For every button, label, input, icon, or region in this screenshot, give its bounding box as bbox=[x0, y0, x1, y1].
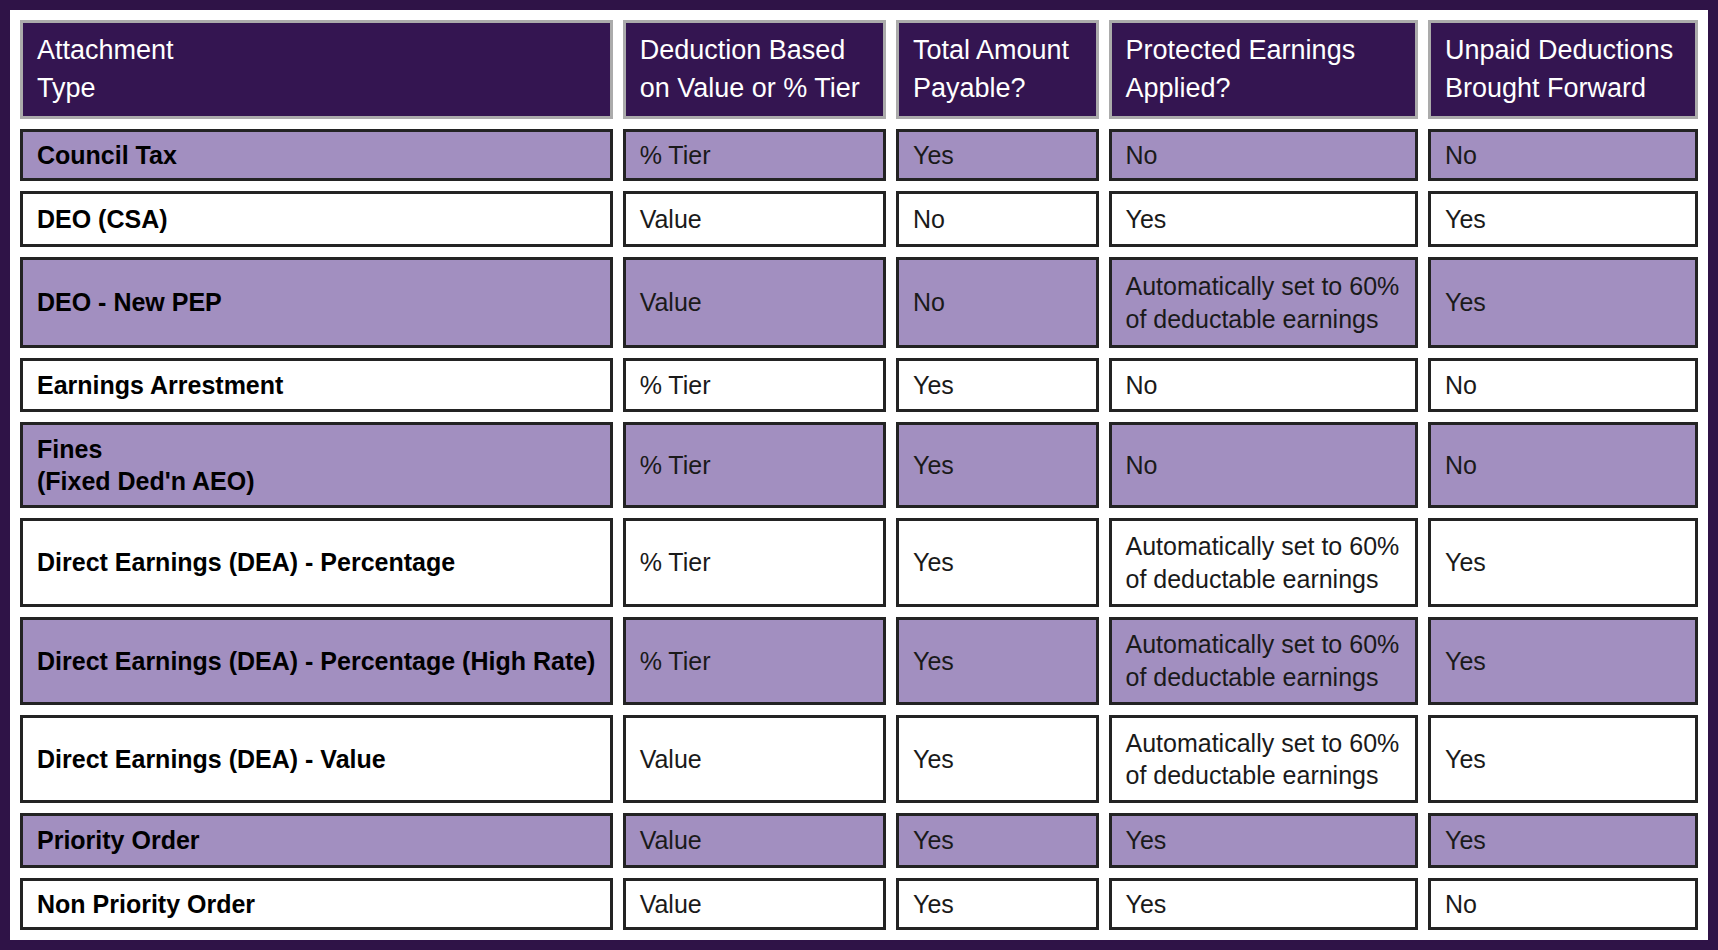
cell-unpaid-deductions: Yes bbox=[1428, 257, 1698, 347]
cell-unpaid-deductions: No bbox=[1428, 358, 1698, 412]
cell-deduction-based-on: Value bbox=[623, 878, 886, 930]
table-row-deo-new-pep: DEO - New PEP Value No Automatically set… bbox=[20, 257, 1698, 347]
cell-deduction-based-on: Value bbox=[623, 715, 886, 803]
cell-protected-earnings-applied: Yes bbox=[1109, 191, 1418, 247]
table-row-priority-order: Priority Order Value Yes Yes Yes bbox=[20, 813, 1698, 867]
cell-protected-earnings-applied: No bbox=[1109, 129, 1418, 181]
cell-unpaid-deductions: No bbox=[1428, 878, 1698, 930]
column-header-attachment-type: Attachment Type bbox=[20, 20, 613, 119]
cell-attachment-type: Fines (Fixed Ded'n AEO) bbox=[20, 422, 613, 508]
cell-total-amount-payable: No bbox=[896, 257, 1098, 347]
cell-unpaid-deductions: No bbox=[1428, 422, 1698, 508]
cell-deduction-based-on: Value bbox=[623, 813, 886, 867]
table-header: Attachment Type Deduction Based on Value… bbox=[20, 20, 1698, 119]
cell-unpaid-deductions: Yes bbox=[1428, 715, 1698, 803]
table-row-fines: Fines (Fixed Ded'n AEO) % Tier Yes No No bbox=[20, 422, 1698, 508]
column-header-protected-earnings-applied: Protected Earnings Applied? bbox=[1109, 20, 1418, 119]
cell-total-amount-payable: Yes bbox=[896, 617, 1098, 705]
cell-unpaid-deductions: Yes bbox=[1428, 813, 1698, 867]
cell-protected-earnings-applied: Automatically set to 60% of deductable e… bbox=[1109, 257, 1418, 347]
table-row-dea-percentage-high-rate: Direct Earnings (DEA) - Percentage (High… bbox=[20, 617, 1698, 705]
table-row-earnings-arrestment: Earnings Arrestment % Tier Yes No No bbox=[20, 358, 1698, 412]
column-header-total-amount-payable: Total Amount Payable? bbox=[896, 20, 1098, 119]
cell-total-amount-payable: No bbox=[896, 191, 1098, 247]
column-header-deduction-based-on: Deduction Based on Value or % Tier bbox=[623, 20, 886, 119]
cell-protected-earnings-applied: Automatically set to 60% of deductable e… bbox=[1109, 715, 1418, 803]
cell-total-amount-payable: Yes bbox=[896, 129, 1098, 181]
cell-attachment-type: Earnings Arrestment bbox=[20, 358, 613, 412]
header-row: Attachment Type Deduction Based on Value… bbox=[20, 20, 1698, 119]
cell-protected-earnings-applied: No bbox=[1109, 422, 1418, 508]
table-row-dea-percentage: Direct Earnings (DEA) - Percentage % Tie… bbox=[20, 518, 1698, 606]
cell-attachment-type: Council Tax bbox=[20, 129, 613, 181]
cell-protected-earnings-applied: Automatically set to 60% of deductable e… bbox=[1109, 617, 1418, 705]
cell-deduction-based-on: % Tier bbox=[623, 422, 886, 508]
cell-protected-earnings-applied: No bbox=[1109, 358, 1418, 412]
cell-total-amount-payable: Yes bbox=[896, 715, 1098, 803]
table-row-council-tax: Council Tax % Tier Yes No No bbox=[20, 129, 1698, 181]
cell-unpaid-deductions: Yes bbox=[1428, 518, 1698, 606]
table-row-dea-value: Direct Earnings (DEA) - Value Value Yes … bbox=[20, 715, 1698, 803]
cell-deduction-based-on: % Tier bbox=[623, 129, 886, 181]
cell-total-amount-payable: Yes bbox=[896, 358, 1098, 412]
cell-deduction-based-on: % Tier bbox=[623, 358, 886, 412]
cell-protected-earnings-applied: Yes bbox=[1109, 878, 1418, 930]
cell-total-amount-payable: Yes bbox=[896, 813, 1098, 867]
cell-attachment-type: Direct Earnings (DEA) - Percentage bbox=[20, 518, 613, 606]
column-header-unpaid-deductions: Unpaid Deductions Brought Forward bbox=[1428, 20, 1698, 119]
cell-deduction-based-on: % Tier bbox=[623, 518, 886, 606]
cell-protected-earnings-applied: Yes bbox=[1109, 813, 1418, 867]
cell-attachment-type: Direct Earnings (DEA) - Value bbox=[20, 715, 613, 803]
cell-attachment-type: DEO - New PEP bbox=[20, 257, 613, 347]
cell-deduction-based-on: % Tier bbox=[623, 617, 886, 705]
cell-attachment-type: DEO (CSA) bbox=[20, 191, 613, 247]
cell-deduction-based-on: Value bbox=[623, 257, 886, 347]
cell-total-amount-payable: Yes bbox=[896, 422, 1098, 508]
table-row-non-priority-order: Non Priority Order Value Yes Yes No bbox=[20, 878, 1698, 930]
attachment-types-table-frame: Attachment Type Deduction Based on Value… bbox=[0, 0, 1718, 950]
cell-unpaid-deductions: Yes bbox=[1428, 617, 1698, 705]
cell-unpaid-deductions: No bbox=[1428, 129, 1698, 181]
cell-unpaid-deductions: Yes bbox=[1428, 191, 1698, 247]
cell-total-amount-payable: Yes bbox=[896, 518, 1098, 606]
table-row-deo-csa: DEO (CSA) Value No Yes Yes bbox=[20, 191, 1698, 247]
cell-attachment-type: Non Priority Order bbox=[20, 878, 613, 930]
cell-attachment-type: Direct Earnings (DEA) - Percentage (High… bbox=[20, 617, 613, 705]
table-body: Council Tax % Tier Yes No No DEO (CSA) V… bbox=[20, 129, 1698, 930]
cell-protected-earnings-applied: Automatically set to 60% of deductable e… bbox=[1109, 518, 1418, 606]
attachment-types-table: Attachment Type Deduction Based on Value… bbox=[10, 10, 1708, 940]
cell-total-amount-payable: Yes bbox=[896, 878, 1098, 930]
cell-deduction-based-on: Value bbox=[623, 191, 886, 247]
cell-attachment-type: Priority Order bbox=[20, 813, 613, 867]
